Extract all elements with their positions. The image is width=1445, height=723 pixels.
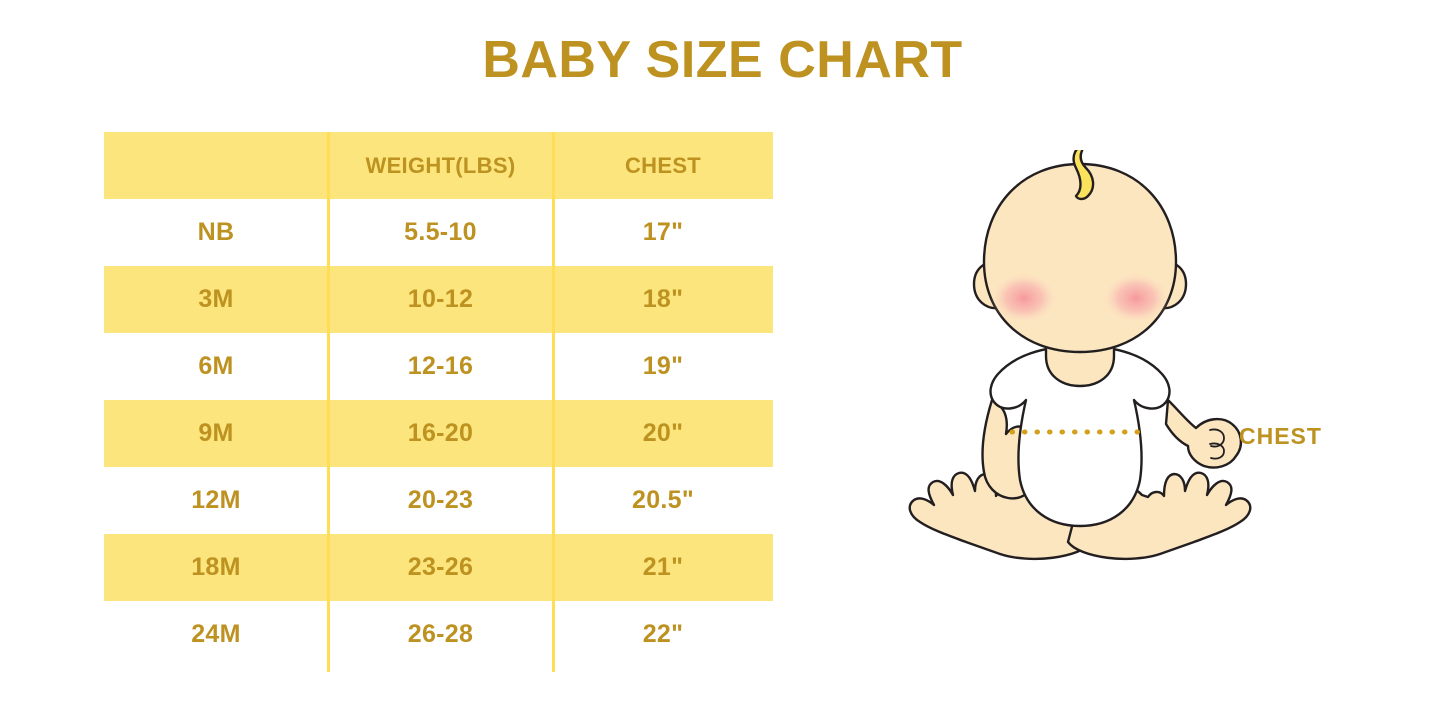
baby-onesie xyxy=(989,344,1171,528)
table-row: 18M 23-26 21" xyxy=(104,534,773,601)
seated-baby-figure xyxy=(880,142,1280,605)
cell-weight: 26-28 xyxy=(328,601,553,668)
cell-size: 18M xyxy=(104,534,328,601)
cell-chest: 21" xyxy=(553,534,773,601)
page-title: BABY SIZE CHART xyxy=(482,31,963,89)
table-header-row: WEIGHT(LBS) CHEST xyxy=(104,132,773,199)
table-row: 3M 10-12 18" xyxy=(104,266,773,333)
table-row: 9M 16-20 20" xyxy=(104,400,773,467)
cell-chest: 19" xyxy=(553,333,773,400)
cell-weight: 23-26 xyxy=(328,534,553,601)
cell-size: 3M xyxy=(104,266,328,333)
column-header-size xyxy=(104,132,328,199)
cell-size: 24M xyxy=(104,601,328,668)
column-divider-left xyxy=(327,132,330,672)
cell-size: 6M xyxy=(104,333,328,400)
column-header-chest: CHEST xyxy=(553,132,773,199)
cell-chest: 20" xyxy=(553,400,773,467)
cell-chest: 22" xyxy=(553,601,773,668)
cell-weight: 20-23 xyxy=(328,467,553,534)
column-divider-right xyxy=(552,132,555,672)
table-row: NB 5.5-10 17" xyxy=(104,199,773,266)
table-row: 6M 12-16 19" xyxy=(104,333,773,400)
cell-weight: 5.5-10 xyxy=(328,199,553,266)
cell-size: NB xyxy=(104,199,328,266)
size-chart-table: WEIGHT(LBS) CHEST NB 5.5-10 17" 3M 10-12… xyxy=(104,132,773,668)
table-row: 12M 20-23 20.5" xyxy=(104,467,773,534)
cell-weight: 16-20 xyxy=(328,400,553,467)
table-row: 24M 26-28 22" xyxy=(104,601,773,668)
chest-measurement-label: CHEST xyxy=(1239,423,1322,449)
cell-chest: 20.5" xyxy=(553,467,773,534)
cell-chest: 17" xyxy=(553,199,773,266)
baby-right-arm xyxy=(1164,398,1243,469)
cell-weight: 10-12 xyxy=(328,266,553,333)
cell-size: 9M xyxy=(104,400,328,467)
cell-chest: 18" xyxy=(553,266,773,333)
column-header-weight: WEIGHT(LBS) xyxy=(328,132,553,199)
cell-size: 12M xyxy=(104,467,328,534)
cell-weight: 12-16 xyxy=(328,333,553,400)
baby-cheeks xyxy=(990,272,1170,324)
